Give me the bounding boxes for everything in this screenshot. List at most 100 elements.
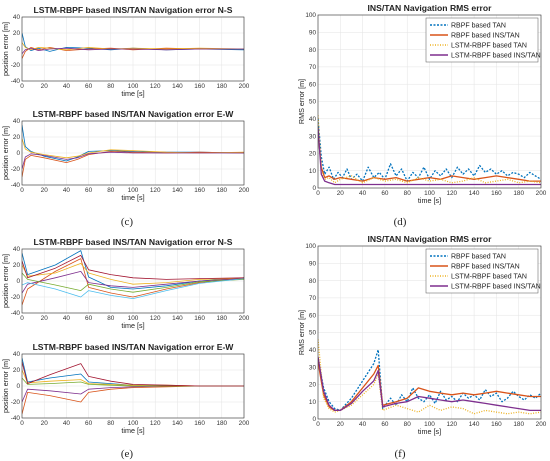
series-line-4 [22, 47, 244, 55]
x-tick-label: 160 [491, 190, 502, 197]
x-tick-label: 180 [513, 421, 524, 428]
x-tick-label: 20 [41, 420, 49, 427]
x-tick-label: 60 [85, 187, 93, 194]
y-tick-label: 80 [309, 278, 317, 285]
y-tick-label: 60 [309, 312, 317, 319]
x-tick-label: 80 [404, 190, 412, 197]
x-tick-label: 180 [216, 420, 227, 427]
x-tick-label: 100 [128, 315, 139, 322]
x-axis-label: time [s] [121, 321, 144, 330]
x-tick-label: 0 [316, 190, 320, 197]
y-axis-label: position error [m] [1, 359, 10, 413]
axes-box [317, 14, 542, 189]
x-tick-label: 200 [239, 83, 250, 90]
x-tick-label: 20 [41, 83, 49, 90]
y-tick-label: 40 [13, 246, 21, 253]
y-tick-label: 40 [13, 14, 21, 21]
caption-c: (c) [121, 216, 134, 228]
y-tick-label: -20 [11, 62, 21, 69]
y-tick-label: 0 [16, 150, 20, 157]
y-tick-label: 70 [309, 64, 317, 71]
y-tick-label: 10 [309, 168, 317, 175]
y-tick-label: 90 [309, 261, 317, 268]
x-tick-label: 200 [239, 420, 250, 427]
y-axis-label: RMS error [m] [297, 79, 306, 124]
chart-title: LSTM-RBPF based INS/TAN Navigation error… [33, 109, 235, 119]
x-tick-label: 0 [20, 420, 24, 427]
y-tick-label: 40 [309, 116, 317, 123]
chart-title: LSTM-RBPF based INS/TAN Navigation error… [34, 237, 233, 247]
x-axis-label: time [s] [418, 196, 441, 205]
x-tick-label: 120 [150, 315, 161, 322]
x-tick-label: 60 [85, 315, 93, 322]
legend-label: LSTM-RBPF based INS/TAN [451, 52, 541, 59]
x-tick-label: 80 [107, 187, 115, 194]
y-tick-label: 10 [309, 399, 317, 406]
series-line-3 [22, 138, 244, 159]
chart-title: LSTM-RBPF based INS/TAN Navigation error… [34, 5, 233, 15]
caption-f: (f) [395, 448, 406, 460]
panel-e-ns: 0 20 40 60 80 100 120 140 160 180 200 -40 -20 0 20 40 LS… [1, 237, 250, 330]
axes-box [21, 248, 245, 314]
y-tick-label: 30 [309, 133, 317, 140]
y-tick-label: 50 [309, 99, 317, 106]
y-tick-label: 70 [309, 295, 317, 302]
legend-label: LSTM-RBPF based INS/TAN [451, 283, 541, 290]
x-tick-label: 60 [381, 421, 389, 428]
x-tick-label: 100 [424, 190, 435, 197]
x-tick-label: 160 [491, 421, 502, 428]
x-tick-label: 180 [513, 190, 524, 197]
y-tick-label: 100 [305, 243, 316, 250]
y-axis-label: position error [m] [1, 254, 10, 308]
x-tick-label: 40 [63, 187, 71, 194]
x-axis-label: time [s] [418, 427, 441, 436]
y-axis-label: position error [m] [1, 126, 10, 180]
x-tick-label: 200 [536, 190, 547, 197]
y-tick-label: 0 [16, 46, 20, 53]
y-tick-label: 40 [309, 347, 317, 354]
x-tick-label: 80 [404, 421, 412, 428]
y-tick-label: 20 [309, 382, 317, 389]
caption-e: (e) [121, 448, 134, 460]
x-tick-label: 0 [20, 83, 24, 90]
x-tick-label: 120 [150, 187, 161, 194]
legend-label: LSTM-RBPF based TAN [451, 42, 527, 49]
x-tick-label: 120 [150, 83, 161, 90]
x-tick-label: 20 [41, 187, 49, 194]
y-tick-label: -20 [11, 294, 21, 301]
x-axis-label: time [s] [121, 193, 144, 202]
x-tick-label: 40 [63, 315, 71, 322]
axes-box [21, 16, 245, 82]
y-tick-label: -20 [11, 166, 21, 173]
x-tick-label: 140 [172, 187, 183, 194]
x-tick-label: 80 [107, 315, 115, 322]
legend: RBPF based TAN RBPF based INS/TAN LSTM-RBP… [425, 17, 541, 63]
x-tick-label: 40 [359, 190, 367, 197]
x-tick-label: 100 [128, 83, 139, 90]
y-tick-label: 0 [16, 278, 20, 285]
x-tick-label: 0 [20, 315, 24, 322]
series-line-7 [22, 254, 244, 280]
y-tick-label: 20 [13, 30, 21, 37]
series-line-4 [318, 127, 541, 186]
chart-title: INS/TAN Navigation RMS error [368, 3, 493, 13]
y-tick-label: 20 [309, 151, 317, 158]
legend-label: LSTM-RBPF based TAN [451, 273, 527, 280]
y-tick-label: -40 [11, 78, 21, 85]
series-line-3 [318, 339, 541, 415]
series-line-3 [22, 262, 244, 285]
axes-box [21, 353, 245, 419]
x-tick-label: 20 [337, 421, 345, 428]
y-tick-label: 60 [309, 81, 317, 88]
series-line-1 [318, 118, 541, 182]
x-tick-label: 40 [63, 83, 71, 90]
y-tick-label: -40 [11, 310, 21, 317]
y-tick-label: 20 [13, 367, 21, 374]
series-line-1 [318, 349, 541, 412]
x-tick-label: 180 [216, 83, 227, 90]
y-tick-label: 0 [312, 416, 316, 423]
x-tick-label: 180 [216, 315, 227, 322]
legend-label: RBPF based INS/TAN [451, 263, 520, 270]
x-tick-label: 80 [107, 420, 115, 427]
